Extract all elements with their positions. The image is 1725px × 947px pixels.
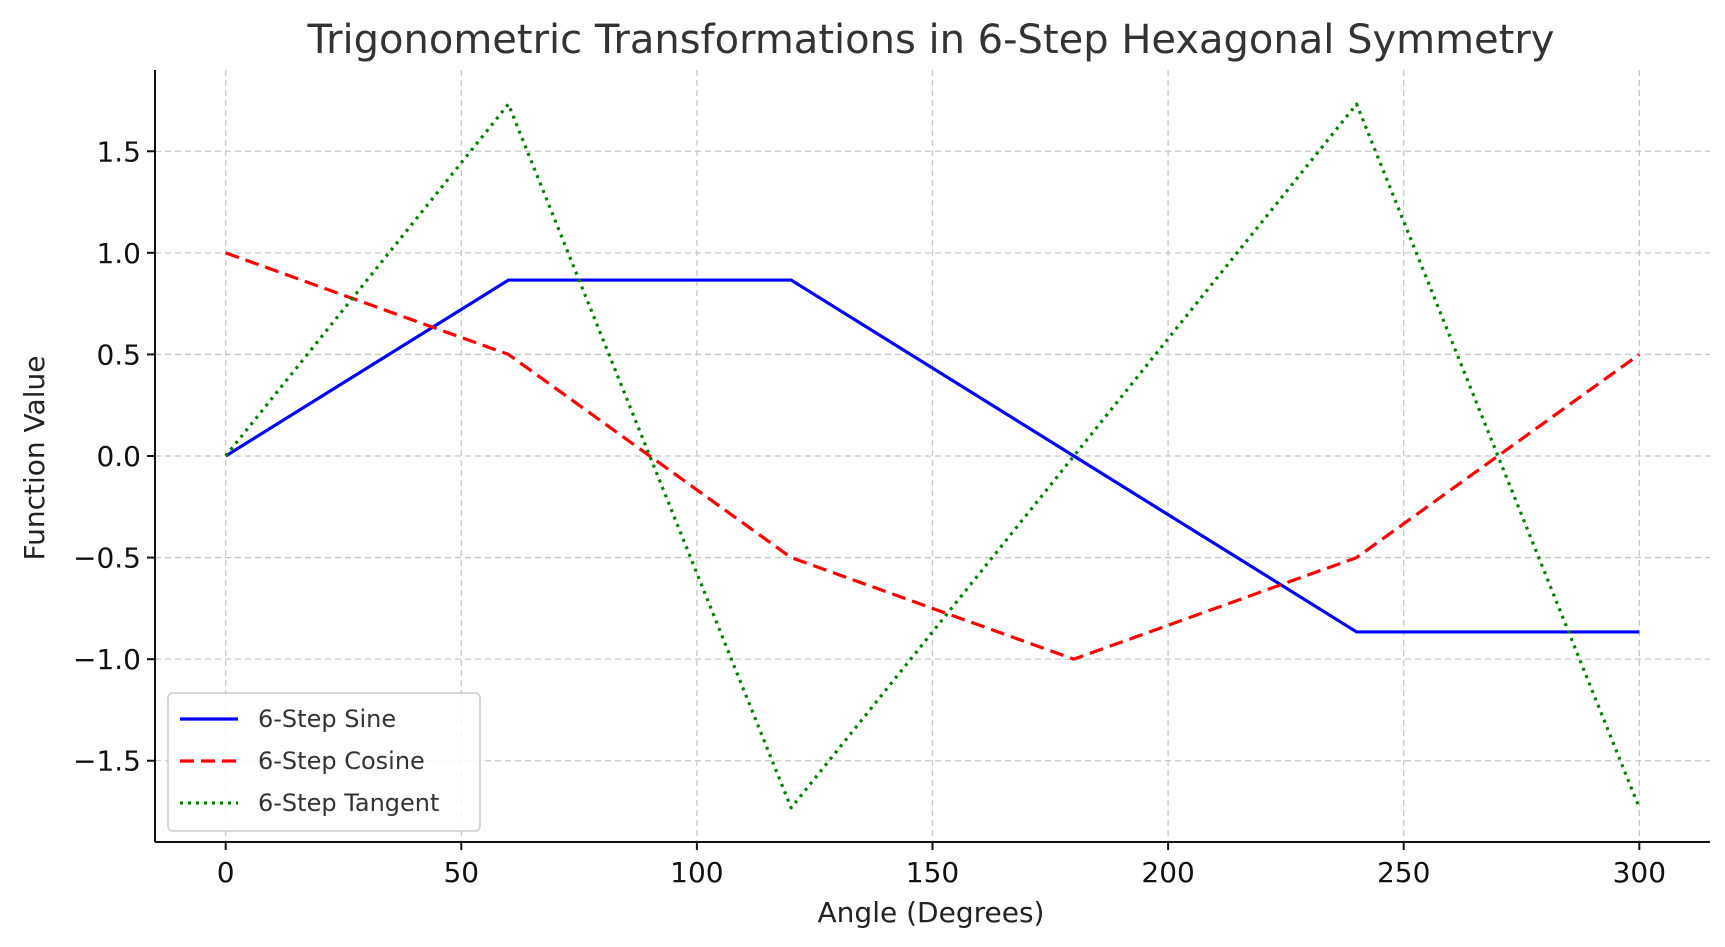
x-tick-label: 250 — [1377, 856, 1430, 889]
y-axis-label: Function Value — [18, 356, 51, 561]
y-tick-label: 1.5 — [96, 135, 141, 168]
legend-label: 6-Step Sine — [258, 705, 396, 733]
x-tick-label: 100 — [670, 856, 723, 889]
x-tick-label: 0 — [217, 856, 235, 889]
legend-label: 6-Step Tangent — [258, 789, 439, 817]
legend-label: 6-Step Cosine — [258, 747, 425, 775]
ticks: 0 50 100 150 200 250 300 1.5 1.0 0.5 0.0 −0.5 −1.0 −1… — [73, 135, 1666, 889]
series-line-6-step-tangent — [224, 102, 1641, 810]
legend-box — [167, 692, 481, 832]
x-tick-label: 150 — [906, 856, 959, 889]
y-tick-label: −0.5 — [73, 542, 141, 575]
y-tick-label: 1.0 — [96, 237, 141, 270]
x-tick-label: 200 — [1141, 856, 1194, 889]
grid — [155, 70, 1710, 842]
x-axis-label: Angle (Degrees) — [818, 896, 1045, 929]
series-line-6-step-sine — [224, 278, 1640, 634]
y-tick-label: −1.0 — [73, 643, 141, 676]
y-tick-label: −1.5 — [73, 745, 141, 778]
plot-lines — [224, 102, 1641, 810]
x-tick-label: 300 — [1613, 856, 1666, 889]
y-tick-label: 0.0 — [96, 440, 141, 473]
x-tick-label: 50 — [443, 856, 479, 889]
y-tick-label: 0.5 — [96, 338, 141, 371]
chart-title: Trigonometric Transformations in 6-Step … — [307, 17, 1555, 63]
series-line-6-step-cosine — [225, 251, 1641, 661]
legend: 6-Step Sine 6-Step Cosine 6-Step Tangent — [167, 692, 481, 832]
